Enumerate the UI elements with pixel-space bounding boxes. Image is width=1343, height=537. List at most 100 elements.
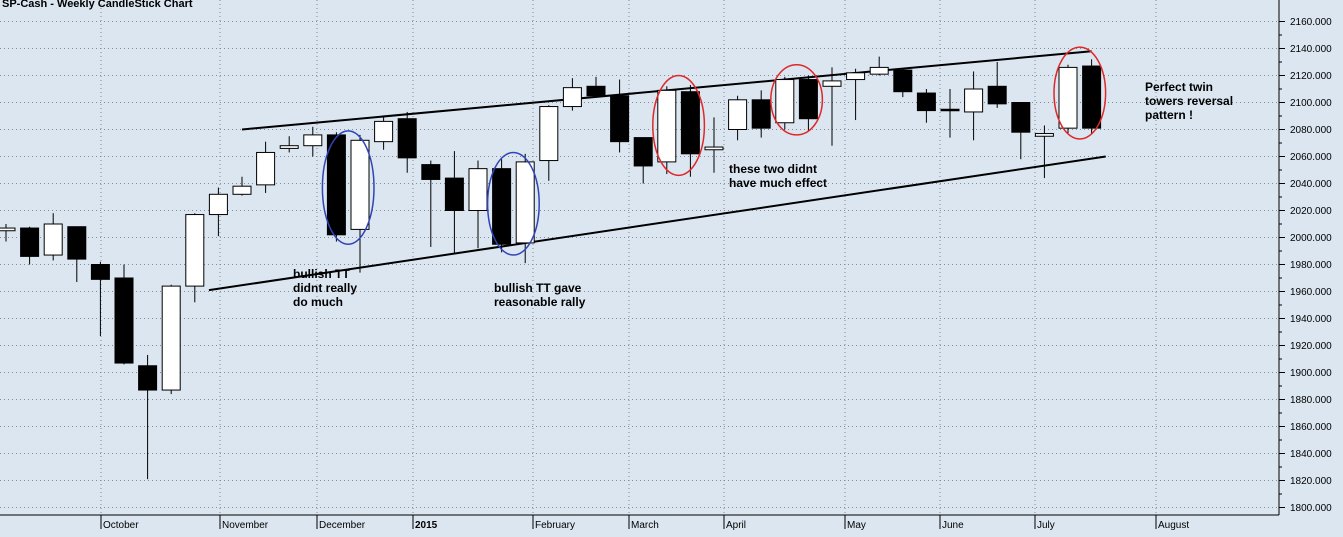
annotation-line: these two didnt <box>729 162 817 176</box>
candle-body-bear <box>90 264 110 280</box>
y-tick-label: 1940.000 <box>1290 314 1332 325</box>
pattern-ellipses <box>321 46 1107 256</box>
candle <box>67 226 87 283</box>
candle-body-bear <box>610 95 630 143</box>
annotation-bullish-tt-1: bullish TT didnt really do much <box>293 267 357 309</box>
candle <box>350 134 370 273</box>
candle <box>775 76 795 130</box>
annotation-line: Perfect twin <box>1145 80 1214 94</box>
candle-body-bull <box>43 223 63 256</box>
trendline <box>208 155 1106 292</box>
candle-body-bear <box>492 168 512 245</box>
candle-body-bull <box>468 168 488 211</box>
candle-body-bear <box>67 226 87 260</box>
y-tick-label: 1880.000 <box>1290 395 1332 406</box>
annotation-these-two: these two didnt have much effect <box>729 162 827 190</box>
candle-body-bull <box>775 79 795 124</box>
candle <box>798 75 818 131</box>
pattern-ellipse <box>652 74 706 177</box>
candle <box>0 224 16 242</box>
x-tick-label: February <box>535 520 575 531</box>
candle-body-bear <box>916 92 936 112</box>
candle <box>1058 64 1078 134</box>
candle-body-bull <box>515 161 535 244</box>
candle-body-bull <box>350 139 370 230</box>
candle <box>893 68 913 98</box>
x-tick-label: May <box>847 520 866 531</box>
candle-body-bear <box>680 91 700 155</box>
y-tick-label: 2080.000 <box>1290 125 1332 136</box>
y-tick-label: 2100.000 <box>1290 98 1332 109</box>
candle <box>964 71 984 141</box>
pattern-ellipse <box>321 130 375 246</box>
candle-body-bear <box>893 69 913 93</box>
candle <box>326 132 346 242</box>
candle <box>468 160 488 249</box>
candle <box>279 136 299 153</box>
candle-body-bull <box>279 145 299 149</box>
y-tick-label: 2000.000 <box>1290 233 1332 244</box>
x-tick-label: April <box>726 520 746 531</box>
candle-body-bull <box>704 146 724 151</box>
candle-body-bear <box>20 227 40 257</box>
annotation-perfect-twin-towers: Perfect twin towers reversal pattern ! <box>1145 80 1233 122</box>
candle <box>916 89 936 123</box>
candle-body-bull <box>185 214 205 287</box>
candle-body-bear <box>987 85 1007 105</box>
candle <box>138 354 158 480</box>
annotation-bullish-tt-2: bullish TT gave reasonable rally <box>494 281 585 309</box>
candle-body-bear <box>940 108 960 112</box>
candle <box>751 90 771 138</box>
candle-body-bull <box>562 87 582 108</box>
annotation-line: bullish TT <box>293 267 350 281</box>
candle <box>822 67 842 146</box>
candle-body-bull <box>964 88 984 113</box>
y-tick-label: 2160.000 <box>1290 17 1332 28</box>
x-tick-label: June <box>942 520 964 531</box>
candle-body-bear <box>1082 65 1102 129</box>
candle <box>374 117 394 150</box>
candle-body-bull <box>1034 133 1054 137</box>
candle-body-bear <box>421 164 441 180</box>
candle-body-bear <box>633 137 653 167</box>
candle <box>43 213 63 261</box>
candle-body-bull <box>539 106 559 162</box>
candle <box>256 141 276 193</box>
pattern-ellipse <box>486 151 540 256</box>
x-tick-label: August <box>1158 520 1189 531</box>
annotation-line: didnt really <box>293 281 358 295</box>
annotation-line: have much effect <box>729 176 828 190</box>
x-tick-label: July <box>1037 520 1055 531</box>
candle <box>1034 125 1054 179</box>
candle-body-bear <box>326 134 346 236</box>
y-tick-label: 1980.000 <box>1290 260 1332 271</box>
candle-body-bear <box>444 177 464 212</box>
candle-body-bull <box>846 72 866 81</box>
chart-title: SP-Cash - Weekly CandleStick Chart <box>2 0 193 10</box>
y-tick-label: 1860.000 <box>1290 422 1332 433</box>
candle-body-bear <box>397 118 417 159</box>
candle <box>610 79 630 153</box>
candle-body-bull <box>869 66 889 75</box>
candle <box>492 159 512 253</box>
candle <box>20 226 40 265</box>
candle-body-bull <box>728 99 748 131</box>
y-tick-label: 2120.000 <box>1290 71 1332 82</box>
candle <box>1011 102 1031 160</box>
candle <box>90 261 110 337</box>
candle <box>680 84 700 177</box>
candle <box>303 126 323 157</box>
y-tick-label: 1960.000 <box>1290 287 1332 298</box>
candle <box>515 153 535 264</box>
y-tick-label: 2060.000 <box>1290 152 1332 163</box>
candle <box>397 111 417 173</box>
x-tick-label: December <box>319 520 366 531</box>
candle <box>208 187 228 237</box>
candle-body-bull <box>256 151 276 186</box>
candle <box>114 264 134 365</box>
y-tick-label: 1900.000 <box>1290 368 1332 379</box>
candle <box>846 68 866 121</box>
